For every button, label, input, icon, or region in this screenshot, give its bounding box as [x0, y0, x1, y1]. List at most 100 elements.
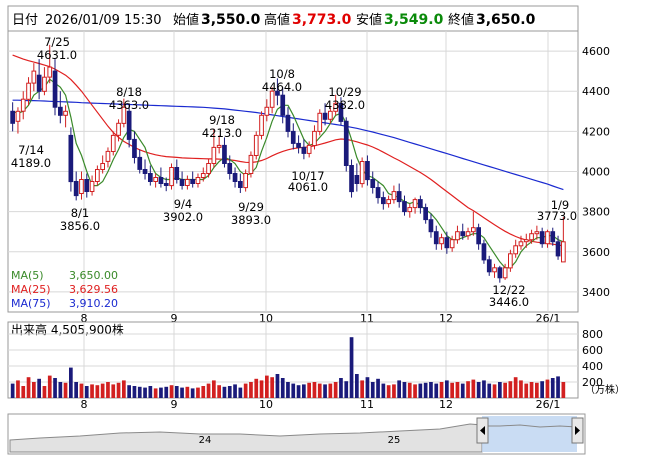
candle — [200, 167, 206, 182]
candlesticks — [10, 44, 566, 283]
volume-bar — [74, 382, 78, 398]
candle-body — [370, 179, 376, 188]
volume-bar — [249, 382, 253, 398]
candle-body — [89, 181, 95, 192]
volume-bar — [32, 382, 36, 398]
candle — [63, 105, 68, 128]
candle-body — [518, 241, 524, 247]
candle-body — [195, 177, 201, 184]
candle — [513, 239, 518, 258]
volume-bar — [265, 375, 269, 398]
annotation-date: 9/29 — [238, 200, 264, 214]
volume-bar — [333, 382, 338, 398]
candle — [492, 263, 497, 278]
candle — [110, 131, 116, 156]
annotation-date: 10/17 — [291, 169, 324, 183]
candle-body — [523, 239, 529, 243]
header-bar — [7, 5, 579, 32]
candle-body — [227, 163, 233, 174]
candle-body — [423, 207, 428, 221]
candle-body — [412, 199, 418, 209]
candle — [253, 131, 259, 160]
candle — [328, 107, 333, 124]
annotation-date: 1/9 — [551, 198, 570, 212]
navigator-selected-range[interactable] — [482, 416, 577, 452]
volume-y-tick-label: 600 — [582, 344, 603, 357]
volume-bar — [116, 382, 121, 398]
price-y-tick-label: 4400 — [582, 85, 610, 98]
volume-bar — [397, 380, 401, 398]
candle — [126, 103, 132, 148]
candle-body — [63, 110, 68, 116]
candle-body — [561, 241, 566, 263]
candle — [116, 119, 121, 142]
candle — [312, 125, 317, 150]
candle-body — [179, 179, 185, 186]
volume-x-tick-label: 10 — [259, 398, 273, 411]
candle — [179, 171, 185, 190]
navigator-left-handle[interactable] — [476, 417, 489, 444]
candle-body — [418, 199, 423, 209]
candle — [216, 135, 222, 154]
header-date-label: 日付 — [12, 13, 38, 28]
candle — [190, 171, 196, 188]
candle-body — [333, 102, 338, 112]
candle — [84, 173, 90, 198]
volume-bar — [471, 379, 476, 398]
navigator-tick-label: 25 — [388, 435, 401, 446]
candle — [381, 191, 386, 210]
candle — [539, 227, 545, 248]
volume-bar — [323, 384, 327, 398]
candle-body — [481, 243, 487, 261]
candle-body — [20, 98, 26, 112]
candle-body — [153, 177, 159, 182]
volume-title: 出来高 4,505,900株 — [11, 322, 124, 337]
volume-bar — [476, 382, 481, 398]
volume-bar — [508, 381, 513, 398]
candle-body — [322, 112, 328, 120]
candle — [476, 223, 481, 250]
candle-body — [343, 120, 349, 167]
volume-bar — [413, 384, 417, 398]
candle-body — [84, 179, 90, 192]
candle — [349, 159, 354, 198]
volume-bar — [10, 383, 15, 398]
candle — [508, 249, 513, 272]
annotation-date: 9/18 — [209, 113, 235, 127]
candle-body — [222, 144, 227, 164]
volume-bar — [222, 386, 227, 398]
price-x-tick-label: 9 — [171, 312, 178, 325]
navigator-right-handle[interactable] — [571, 417, 584, 444]
volume-bar — [529, 382, 534, 398]
candle-body — [163, 183, 169, 186]
candle-body — [259, 114, 264, 136]
candle-body — [465, 231, 471, 237]
candle — [174, 159, 180, 184]
volume-bar — [206, 383, 211, 398]
volume-bar — [370, 382, 375, 398]
candle-body — [36, 74, 42, 92]
candle-body — [121, 106, 127, 124]
volume-bar — [317, 383, 322, 398]
volume-bar — [556, 376, 560, 398]
candle — [550, 227, 556, 246]
candle — [79, 171, 84, 200]
candle-body — [190, 179, 196, 184]
volume-bar — [407, 382, 412, 398]
volume-bar — [153, 388, 158, 398]
candle — [444, 231, 450, 254]
candle-body — [269, 90, 275, 108]
candle-body — [52, 70, 58, 108]
candle — [449, 235, 455, 252]
volume-bar — [365, 377, 370, 398]
annotation-date: 8/18 — [116, 85, 142, 99]
candle-body — [349, 165, 354, 193]
volume-bar — [519, 380, 523, 398]
volume-bar — [238, 387, 243, 398]
candle — [206, 159, 211, 178]
candle — [36, 59, 42, 100]
volume-bar — [535, 382, 539, 398]
volume-bar — [540, 381, 544, 398]
candle-body — [132, 138, 137, 158]
volume-bar — [344, 381, 349, 398]
